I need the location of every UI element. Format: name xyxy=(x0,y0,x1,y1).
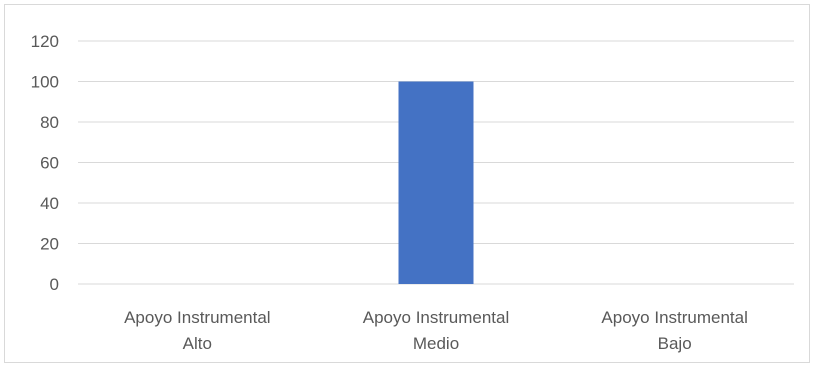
x-tick-label: Apoyo Instrumental xyxy=(124,308,270,327)
x-tick-label: Alto xyxy=(183,334,212,353)
y-tick-label: 120 xyxy=(31,32,59,51)
y-tick-label: 0 xyxy=(50,275,59,294)
x-tick-label: Medio xyxy=(413,334,459,353)
x-tick-label: Apoyo Instrumental xyxy=(601,308,747,327)
bar xyxy=(398,81,474,284)
y-tick-label: 100 xyxy=(31,73,59,92)
y-tick-label: 60 xyxy=(40,154,59,173)
y-tick-label: 40 xyxy=(40,194,59,213)
y-tick-label: 80 xyxy=(40,113,59,132)
x-tick-label: Bajo xyxy=(658,334,692,353)
y-tick-label: 20 xyxy=(40,235,59,254)
x-tick-label: Apoyo Instrumental xyxy=(363,308,509,327)
